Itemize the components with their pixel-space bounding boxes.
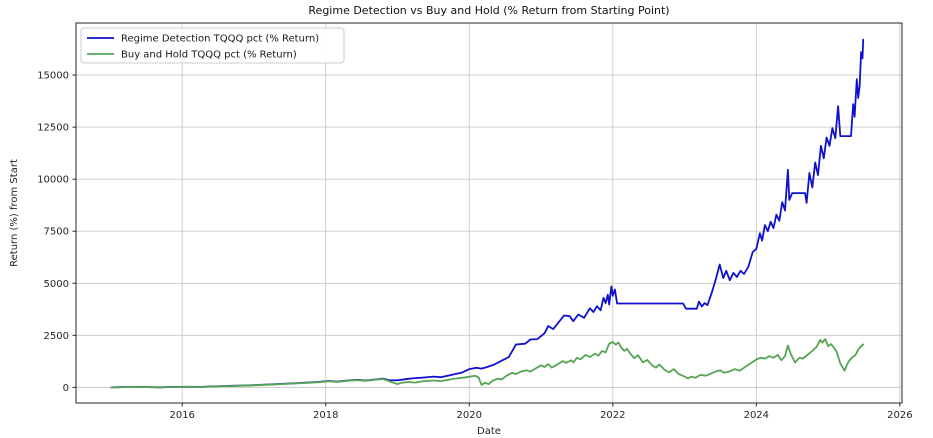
gridlines	[76, 23, 902, 403]
y-tick-label: 7500	[44, 227, 69, 238]
x-tick-label: 2024	[744, 410, 769, 421]
x-tick-label: 2018	[313, 410, 338, 421]
x-tick-label: 2022	[600, 410, 625, 421]
chart-title: Regime Detection vs Buy and Hold (% Retu…	[308, 4, 669, 17]
x-tick-label: 2026	[887, 410, 912, 421]
buy-and-hold-line	[110, 338, 865, 389]
y-axis-label: Return (%) from Start	[9, 159, 20, 267]
y-tick-label: 2500	[44, 331, 69, 342]
plot-border	[75, 22, 903, 404]
y-tick-label: 0	[63, 383, 69, 394]
tick-labels: 2016 2018 2020 2022 2024 2026 0 2500 5000 7500 100…	[37, 71, 912, 421]
y-tick-label: 12500	[37, 123, 69, 134]
y-tick-label: 15000	[37, 71, 69, 82]
axis-ticks	[72, 74, 901, 407]
legend: Regime Detection TQQQ pct (% Return) Buy…	[80, 27, 345, 64]
x-tick-label: 2016	[169, 410, 194, 421]
x-tick-label: 2020	[457, 410, 482, 421]
y-tick-label: 10000	[37, 175, 69, 186]
buy-and-hold-legend-label: Buy and Hold TQQQ pct (% Return)	[121, 50, 297, 61]
x-axis-label: Date	[477, 426, 501, 437]
legend-box	[80, 27, 345, 64]
regime-detection-legend-label: Regime Detection TQQQ pct (% Return)	[121, 34, 319, 45]
y-tick-label: 5000	[44, 279, 69, 290]
